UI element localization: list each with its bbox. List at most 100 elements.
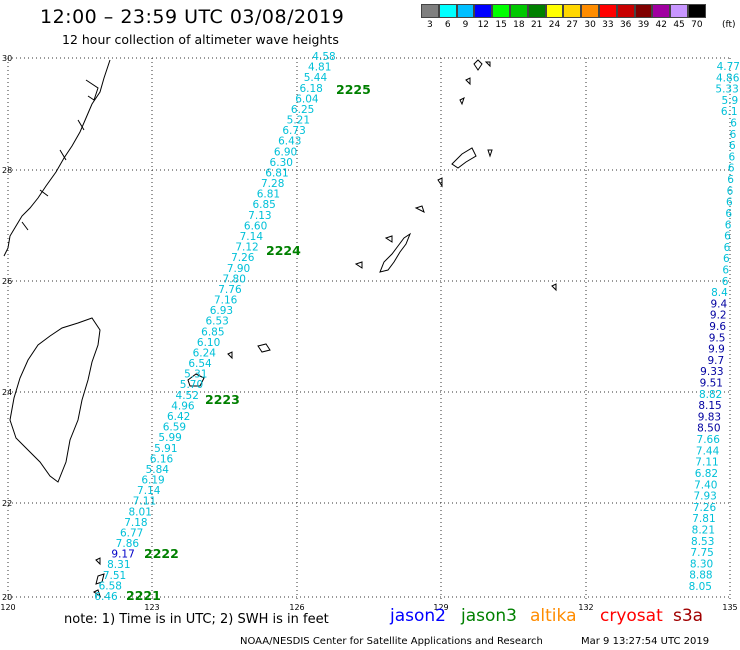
- pass-time-label: 2222: [144, 546, 179, 561]
- swh-value: 6.43: [278, 136, 301, 148]
- taiwan-coastline: [9, 317, 101, 483]
- swh-value: 7.75: [690, 547, 713, 559]
- swh-value: 6: [722, 264, 729, 276]
- island-penghu: [187, 373, 205, 387]
- latitude-label: 28: [2, 166, 12, 175]
- swh-value: 6.54: [188, 358, 212, 370]
- swh-value: 6.30: [270, 157, 293, 169]
- swh-value: 4.77: [717, 61, 740, 73]
- legend-label: 45: [673, 20, 685, 30]
- legend-swatch: [492, 4, 510, 18]
- legend-swatch: [616, 4, 635, 18]
- swh-value: 9.9: [708, 344, 725, 356]
- pass-time-label: 2221: [126, 588, 161, 603]
- latitude-label: 30: [2, 54, 12, 63]
- swh-value: 7.26: [231, 252, 255, 264]
- pass-time-labels: 2225 2224 2223 2222 2221: [126, 82, 371, 603]
- swh-value: 6.16: [150, 453, 174, 465]
- swh-value: 5.44: [304, 72, 328, 84]
- swh-value: 7.90: [227, 263, 250, 275]
- swh-value: 9.2: [710, 310, 727, 322]
- swh-value: 6.81: [265, 167, 288, 179]
- swh-value: 6: [725, 219, 732, 231]
- legend-label: 18: [513, 20, 525, 30]
- swh-value: 6.90: [274, 146, 297, 158]
- legend-label: 42: [655, 20, 667, 30]
- legend-label: 3: [427, 20, 433, 30]
- swh-value: 9.5: [709, 332, 726, 344]
- swh-value: 7.18: [124, 517, 147, 529]
- footer-note: note: 1) Time is in UTC; 2) SWH is in fe…: [64, 612, 329, 627]
- swh-value: 6: [724, 242, 731, 254]
- swh-value: 8.50: [697, 423, 720, 435]
- swh-value: 7.16: [214, 295, 238, 307]
- island-small-3: [354, 235, 393, 269]
- swh-value: 6.19: [141, 475, 164, 487]
- legend-label: 21: [530, 20, 543, 30]
- legend-swatch: [670, 4, 688, 18]
- satellite-name: altika: [530, 606, 577, 626]
- legend-label: 36: [619, 20, 632, 30]
- swh-value: 8.01: [129, 506, 152, 518]
- swh-value: 6.77: [120, 527, 143, 539]
- swh-value: 4.86: [716, 72, 740, 84]
- swh-value: 6.10: [197, 337, 220, 349]
- okinawa-coastline: [379, 232, 412, 273]
- swh-value: 6.73: [282, 125, 305, 137]
- island-small-6: [227, 283, 557, 360]
- pass-time-label: 2224: [266, 243, 301, 258]
- swh-value: 5.31: [184, 369, 207, 381]
- swh-value: 4.58: [312, 51, 335, 63]
- swh-value: 7.13: [248, 210, 271, 222]
- legend-swatch: [438, 4, 457, 18]
- swh-value: 8.82: [699, 389, 722, 401]
- swh-value: 7.14: [240, 231, 264, 243]
- swh-value: 8.30: [690, 558, 713, 570]
- swh-value: 8.4: [711, 287, 728, 299]
- legend-labels: 3 6 9 12 15 18 21 24 27 30 33 36 39 42 45 70: [421, 20, 706, 30]
- swh-value: 4.96: [171, 400, 195, 412]
- swh-value: 7.86: [116, 538, 140, 550]
- legend-swatch: [545, 4, 564, 18]
- swh-value: 7.66: [697, 434, 721, 446]
- longitude-label: 135: [722, 603, 737, 612]
- pass-time-label: 2223: [205, 392, 240, 407]
- swh-value: 6.46: [94, 591, 118, 603]
- swh-value: 6: [727, 174, 734, 186]
- credit-text: NOAA/NESDIS Center for Satellite Applica…: [240, 636, 543, 647]
- legend-swatch: [581, 4, 599, 18]
- swh-value: 5.91: [154, 443, 177, 455]
- swh-value: 6: [728, 151, 735, 163]
- legend-label: 15: [495, 20, 507, 30]
- swh-value: 6: [727, 185, 734, 197]
- island-small-4: [414, 149, 493, 213]
- amami-coastline: [451, 147, 477, 169]
- swh-value: 4.81: [308, 62, 331, 74]
- swh-value: 6.42: [167, 411, 190, 423]
- legend-swatch: [563, 4, 582, 18]
- swh-value: 6: [722, 276, 729, 288]
- legend-swatch: [687, 4, 706, 18]
- satellite-name: s3a: [673, 606, 704, 626]
- china-coast-detail: [21, 79, 99, 231]
- swh-value: 6: [725, 208, 732, 220]
- satellite-name: jason2: [390, 606, 446, 626]
- latitude-label: 24: [2, 388, 12, 397]
- map-subtitle: 12 hour collection of altimeter wave hei…: [62, 32, 339, 47]
- latitude-label: 26: [2, 277, 12, 286]
- island-small-1: [257, 343, 271, 353]
- swh-value: 7.93: [693, 491, 716, 503]
- legend-swatch: [652, 4, 671, 18]
- legend-label: 27: [566, 20, 578, 30]
- legend-swatch: [456, 4, 475, 18]
- longitude-label: 132: [578, 603, 593, 612]
- swh-value: 7.12: [235, 242, 258, 254]
- swh-value: 7.51: [103, 570, 126, 582]
- satellite-name: cryosat: [600, 606, 663, 626]
- swh-value: 7.11: [695, 457, 718, 469]
- swh-value: 7.40: [694, 479, 717, 491]
- swh-value: 6.59: [163, 422, 186, 434]
- satellite-name: jason3: [461, 606, 517, 626]
- swh-value: 9.33: [700, 366, 723, 378]
